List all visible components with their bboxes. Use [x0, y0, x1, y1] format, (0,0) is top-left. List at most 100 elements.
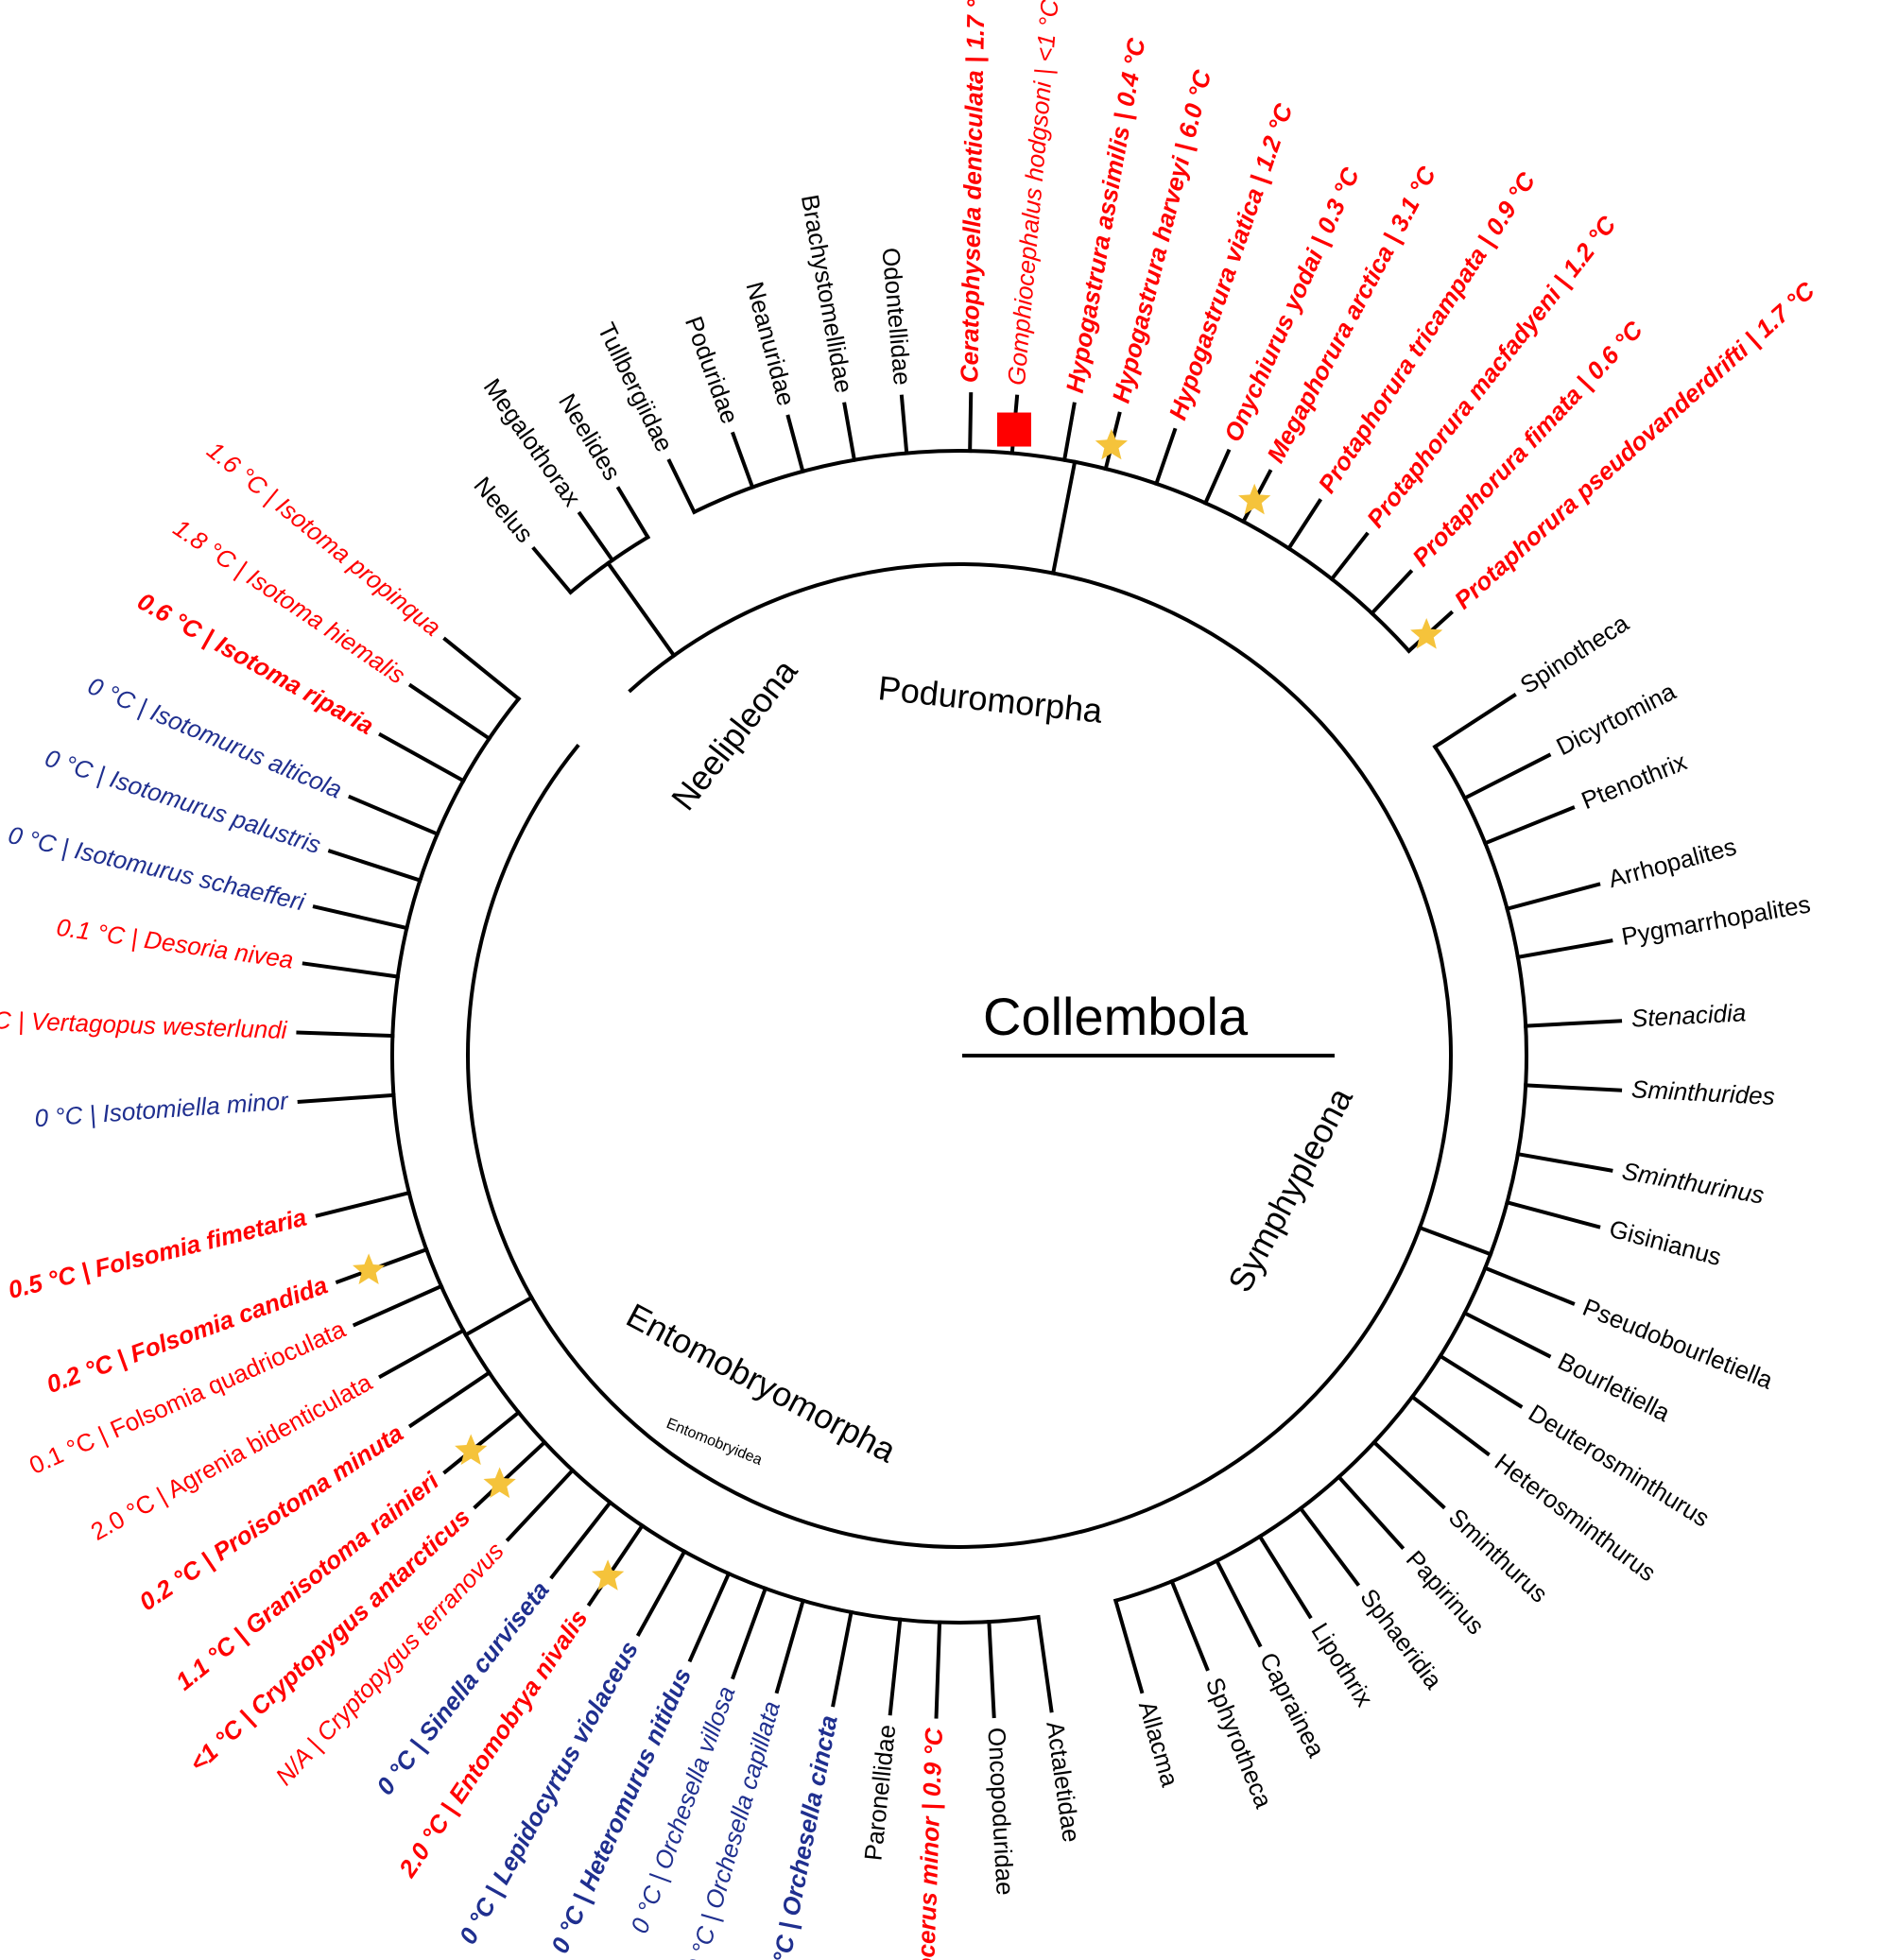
taxon-label: Neelus	[468, 472, 539, 548]
tip-branch	[666, 458, 698, 515]
tip-branch	[785, 414, 805, 474]
star-icon	[592, 1559, 625, 1590]
taxon-label: 2.0 °C | Agrenia bidenticulata	[86, 1367, 377, 1546]
clade-arc-poduromorpha	[691, 449, 1412, 654]
taxon-label: Gisinianus	[1606, 1214, 1724, 1271]
tip-branch	[352, 1283, 444, 1328]
taxon-label: Arrhopalites	[1605, 832, 1739, 893]
taxon-label: Stenacidia	[1630, 998, 1747, 1032]
tip-branch	[473, 1439, 548, 1510]
tip-branch	[987, 1620, 996, 1719]
tip-branch	[1369, 569, 1414, 616]
tip-branch	[1169, 1578, 1210, 1672]
tip-branch	[1432, 692, 1517, 749]
tip-branch	[774, 1598, 806, 1694]
clade-label-entomobryomorpha: Entomobryomorpha	[620, 1296, 903, 1470]
tip-branch	[888, 1617, 903, 1716]
tree-branches	[296, 392, 1623, 1719]
tip-branch	[531, 545, 574, 595]
clade-label-neelipleona: Neelipleona	[664, 651, 805, 817]
tip-branch	[1371, 1439, 1446, 1510]
tip-branch	[577, 510, 615, 563]
star-icon	[1095, 428, 1128, 460]
clade-label-symphypleona: Symphypleona	[1220, 1080, 1360, 1298]
taxon-label: 1.8 °C | Isotoma hiemalis	[168, 513, 410, 689]
tip-branch	[1409, 1394, 1491, 1457]
tip-branch	[1214, 1557, 1263, 1648]
tip-branch	[687, 1571, 732, 1663]
taxon-label: Gomphiocephalus hodgsoni | <1 °C	[1002, 0, 1064, 387]
tip-branch	[635, 1549, 687, 1637]
tip-branch	[968, 392, 974, 454]
tip-branch	[315, 1190, 412, 1218]
taxon-label: Oncopoduridae	[982, 1727, 1019, 1896]
tip-branch	[348, 794, 440, 837]
clade-stem-entomobryomorpha	[463, 1295, 535, 1338]
taxon-label: Neanuridae	[740, 279, 801, 409]
tip-branch	[1524, 1019, 1623, 1028]
taxon-label: Sminthurinus	[1620, 1157, 1767, 1210]
tip-branch	[1482, 805, 1576, 846]
clade-arc-symphypleona	[1112, 744, 1528, 1604]
taxon-label: 0 °C | Isotomiella minor	[34, 1086, 290, 1132]
taxon-label: Pygmarrhopalites	[1619, 889, 1812, 951]
tip-branch	[1515, 1151, 1613, 1173]
tip-branch	[1329, 531, 1370, 582]
star-icon	[483, 1467, 516, 1499]
tip-branch	[934, 1620, 942, 1719]
tip-branch	[378, 1328, 466, 1380]
tip-branch	[1505, 1199, 1601, 1229]
tip-branch	[842, 402, 857, 463]
tip-branch	[549, 1499, 613, 1580]
taxon-label: Ceratophysella denticulata | 1.7 °C	[955, 0, 990, 383]
taxon-label: Tomocerus minor | 0.9 °C	[909, 1727, 948, 1960]
taxon-label: Caprainea	[1254, 1648, 1331, 1762]
taxon-label: Bourletiella	[1554, 1347, 1676, 1427]
taxon-label: Sphyrotheca	[1200, 1674, 1279, 1813]
taxon-label: Lipothrix	[1305, 1618, 1379, 1711]
tip-branch	[1285, 498, 1323, 552]
tip-branch	[1061, 402, 1077, 463]
taxon-label: Odontellidae	[876, 247, 917, 387]
tip-branch	[731, 431, 755, 490]
tip-branch	[297, 1092, 396, 1104]
tip-branch	[302, 961, 401, 979]
tip-branch	[1524, 1083, 1623, 1092]
tip-branch	[407, 682, 492, 742]
taxon-label: Sminthurides	[1630, 1075, 1775, 1110]
root-label: Collembola	[983, 987, 1249, 1046]
tip-branch	[296, 1030, 395, 1039]
tip-branch	[1036, 1614, 1054, 1713]
taxon-label: Dicyrtomina	[1552, 677, 1681, 761]
clade-stem-symphypleona	[1417, 1225, 1493, 1257]
tip-branch	[1257, 1534, 1313, 1620]
tip-branch	[442, 636, 522, 702]
tip-branch	[407, 1369, 492, 1429]
tip-branch	[1461, 1310, 1552, 1359]
tip-branch	[1505, 882, 1601, 912]
clade-label-poduromorpha: Poduromorpha	[876, 668, 1105, 731]
tip-branch	[1461, 752, 1552, 801]
taxon-label: 0.2 °C | Vertagopus westerlundi	[0, 1004, 288, 1044]
taxon-label: 0.2 °C | Folsomia candida	[43, 1270, 331, 1399]
taxon-label: Allacma	[1133, 1698, 1184, 1791]
taxon-label: Poduridae	[680, 313, 745, 428]
tip-branch	[1153, 427, 1178, 487]
clade-stem-poduromorpha	[1050, 459, 1078, 576]
tip-branch	[1515, 938, 1613, 960]
tip-branch	[378, 731, 466, 783]
tip-branch	[831, 1609, 854, 1708]
tip-branch	[615, 486, 651, 541]
tip-branch	[1336, 1474, 1406, 1551]
taxon-label: 0.5 °C | Folsomia fimetaria	[6, 1203, 310, 1304]
backbone-arc	[466, 562, 1453, 1549]
tip-branch	[505, 1467, 576, 1542]
taxon-label: 0 °C | Orchesella cincta	[763, 1713, 842, 1960]
tip-branch	[731, 1586, 768, 1680]
tip-branch	[1112, 1598, 1145, 1694]
taxon-label: Ptenothrix	[1578, 748, 1691, 816]
taxon-label: Brachystomellidae	[796, 193, 858, 395]
taxon-markers	[353, 412, 1443, 1590]
